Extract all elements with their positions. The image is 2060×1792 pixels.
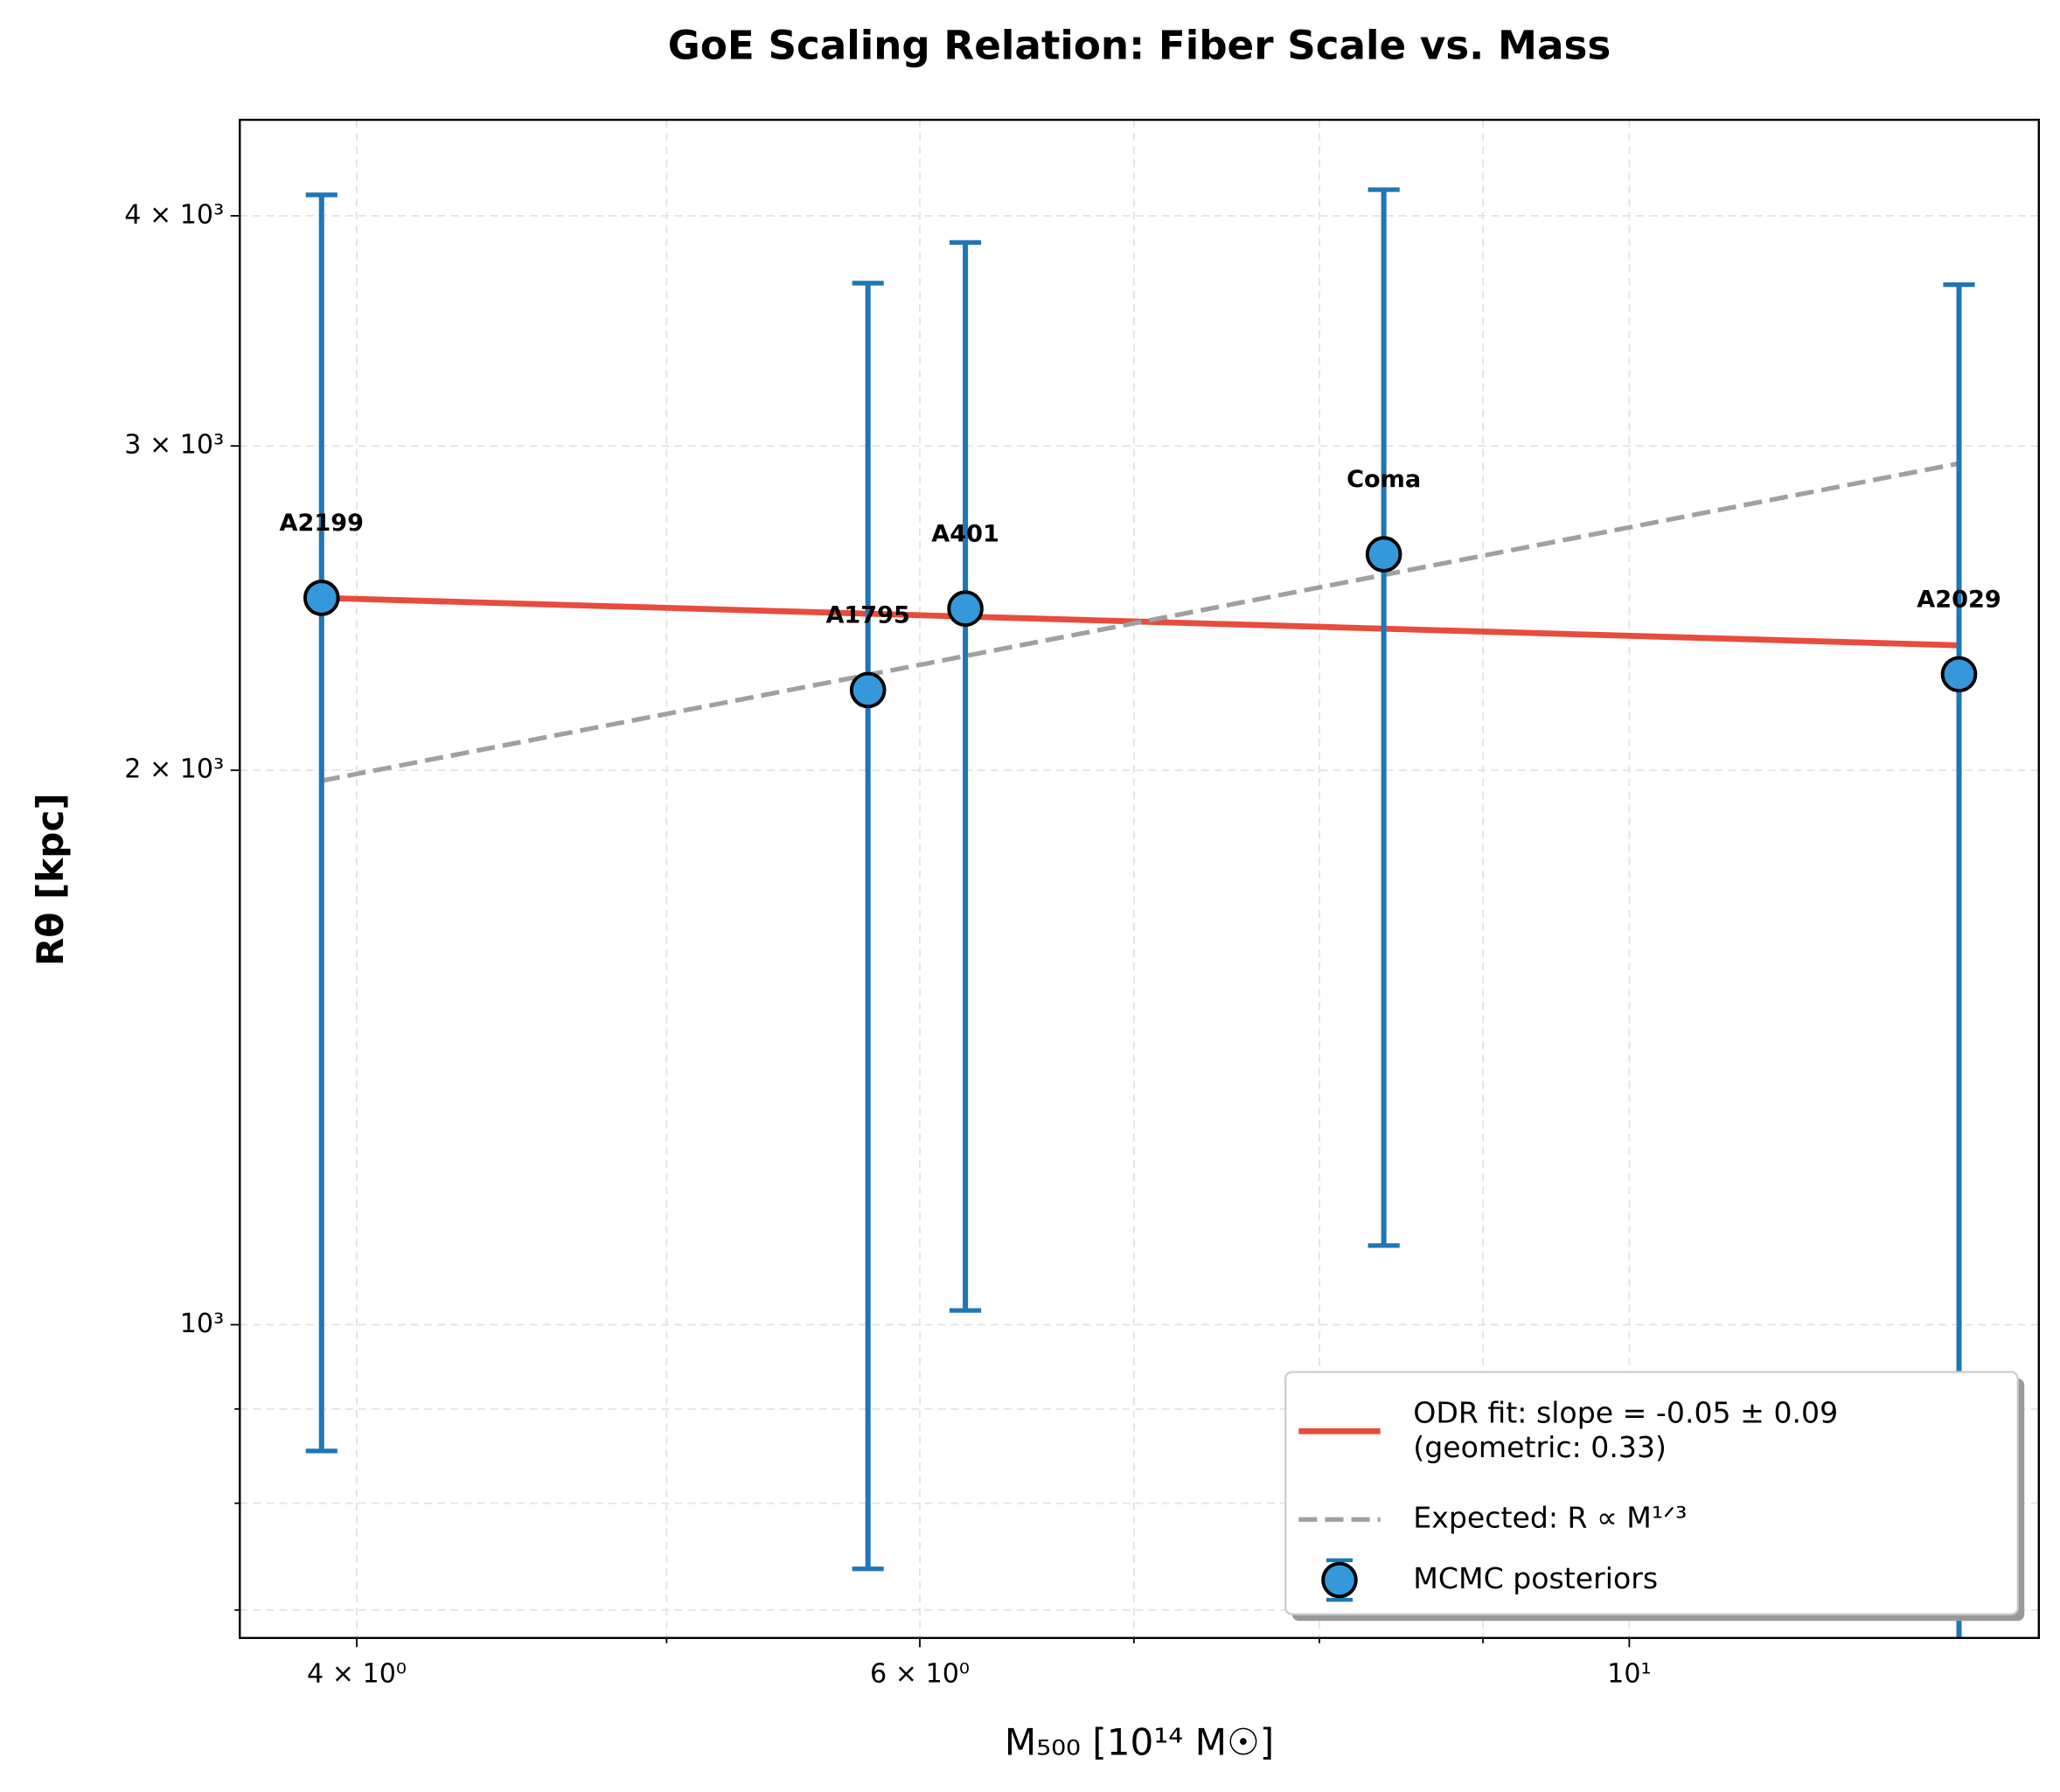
point [947, 590, 984, 627]
legend-swatch [1321, 1561, 1358, 1599]
point [303, 580, 340, 616]
y-axis-label: Rθ [kpc] [29, 793, 72, 966]
expected-line [321, 461, 1960, 783]
axes-frame [239, 118, 2040, 1639]
y-tick-label: 10³ [180, 1309, 224, 1339]
chart-title: GoE Scaling Relation: Fiber Scale vs. Ma… [668, 23, 1611, 69]
y-tick-label: 4 × 10³ [124, 199, 224, 230]
point-label: A2029 [1917, 587, 2001, 614]
point-label: A401 [931, 520, 999, 547]
point-label: A2199 [280, 510, 364, 537]
x-tick-label: 6 × 10⁰ [870, 1658, 970, 1689]
point-label: Coma [1347, 466, 1421, 493]
point [1365, 536, 1402, 573]
x-tick-label: 4 × 10⁰ [307, 1658, 407, 1689]
legend-label: MCMC posteriors [1413, 1561, 1658, 1595]
legend-label: ODR fit: slope = -0.05 ± 0.09 (geometric:… [1413, 1395, 1838, 1463]
y-tick-label: 2 × 10³ [124, 754, 224, 785]
legend-label: Expected: R ∝ M¹ᐟ³ [1413, 1501, 1687, 1535]
point [1940, 656, 1978, 693]
x-tick-label: 10¹ [1607, 1658, 1651, 1689]
legend-box [1284, 1371, 2019, 1615]
point-label: A1795 [825, 602, 909, 629]
x-axis-label: M₅₀₀ [10¹⁴ M☉] [1005, 1720, 1274, 1763]
y-tick-label: 3 × 10³ [124, 430, 224, 461]
point [849, 671, 887, 709]
